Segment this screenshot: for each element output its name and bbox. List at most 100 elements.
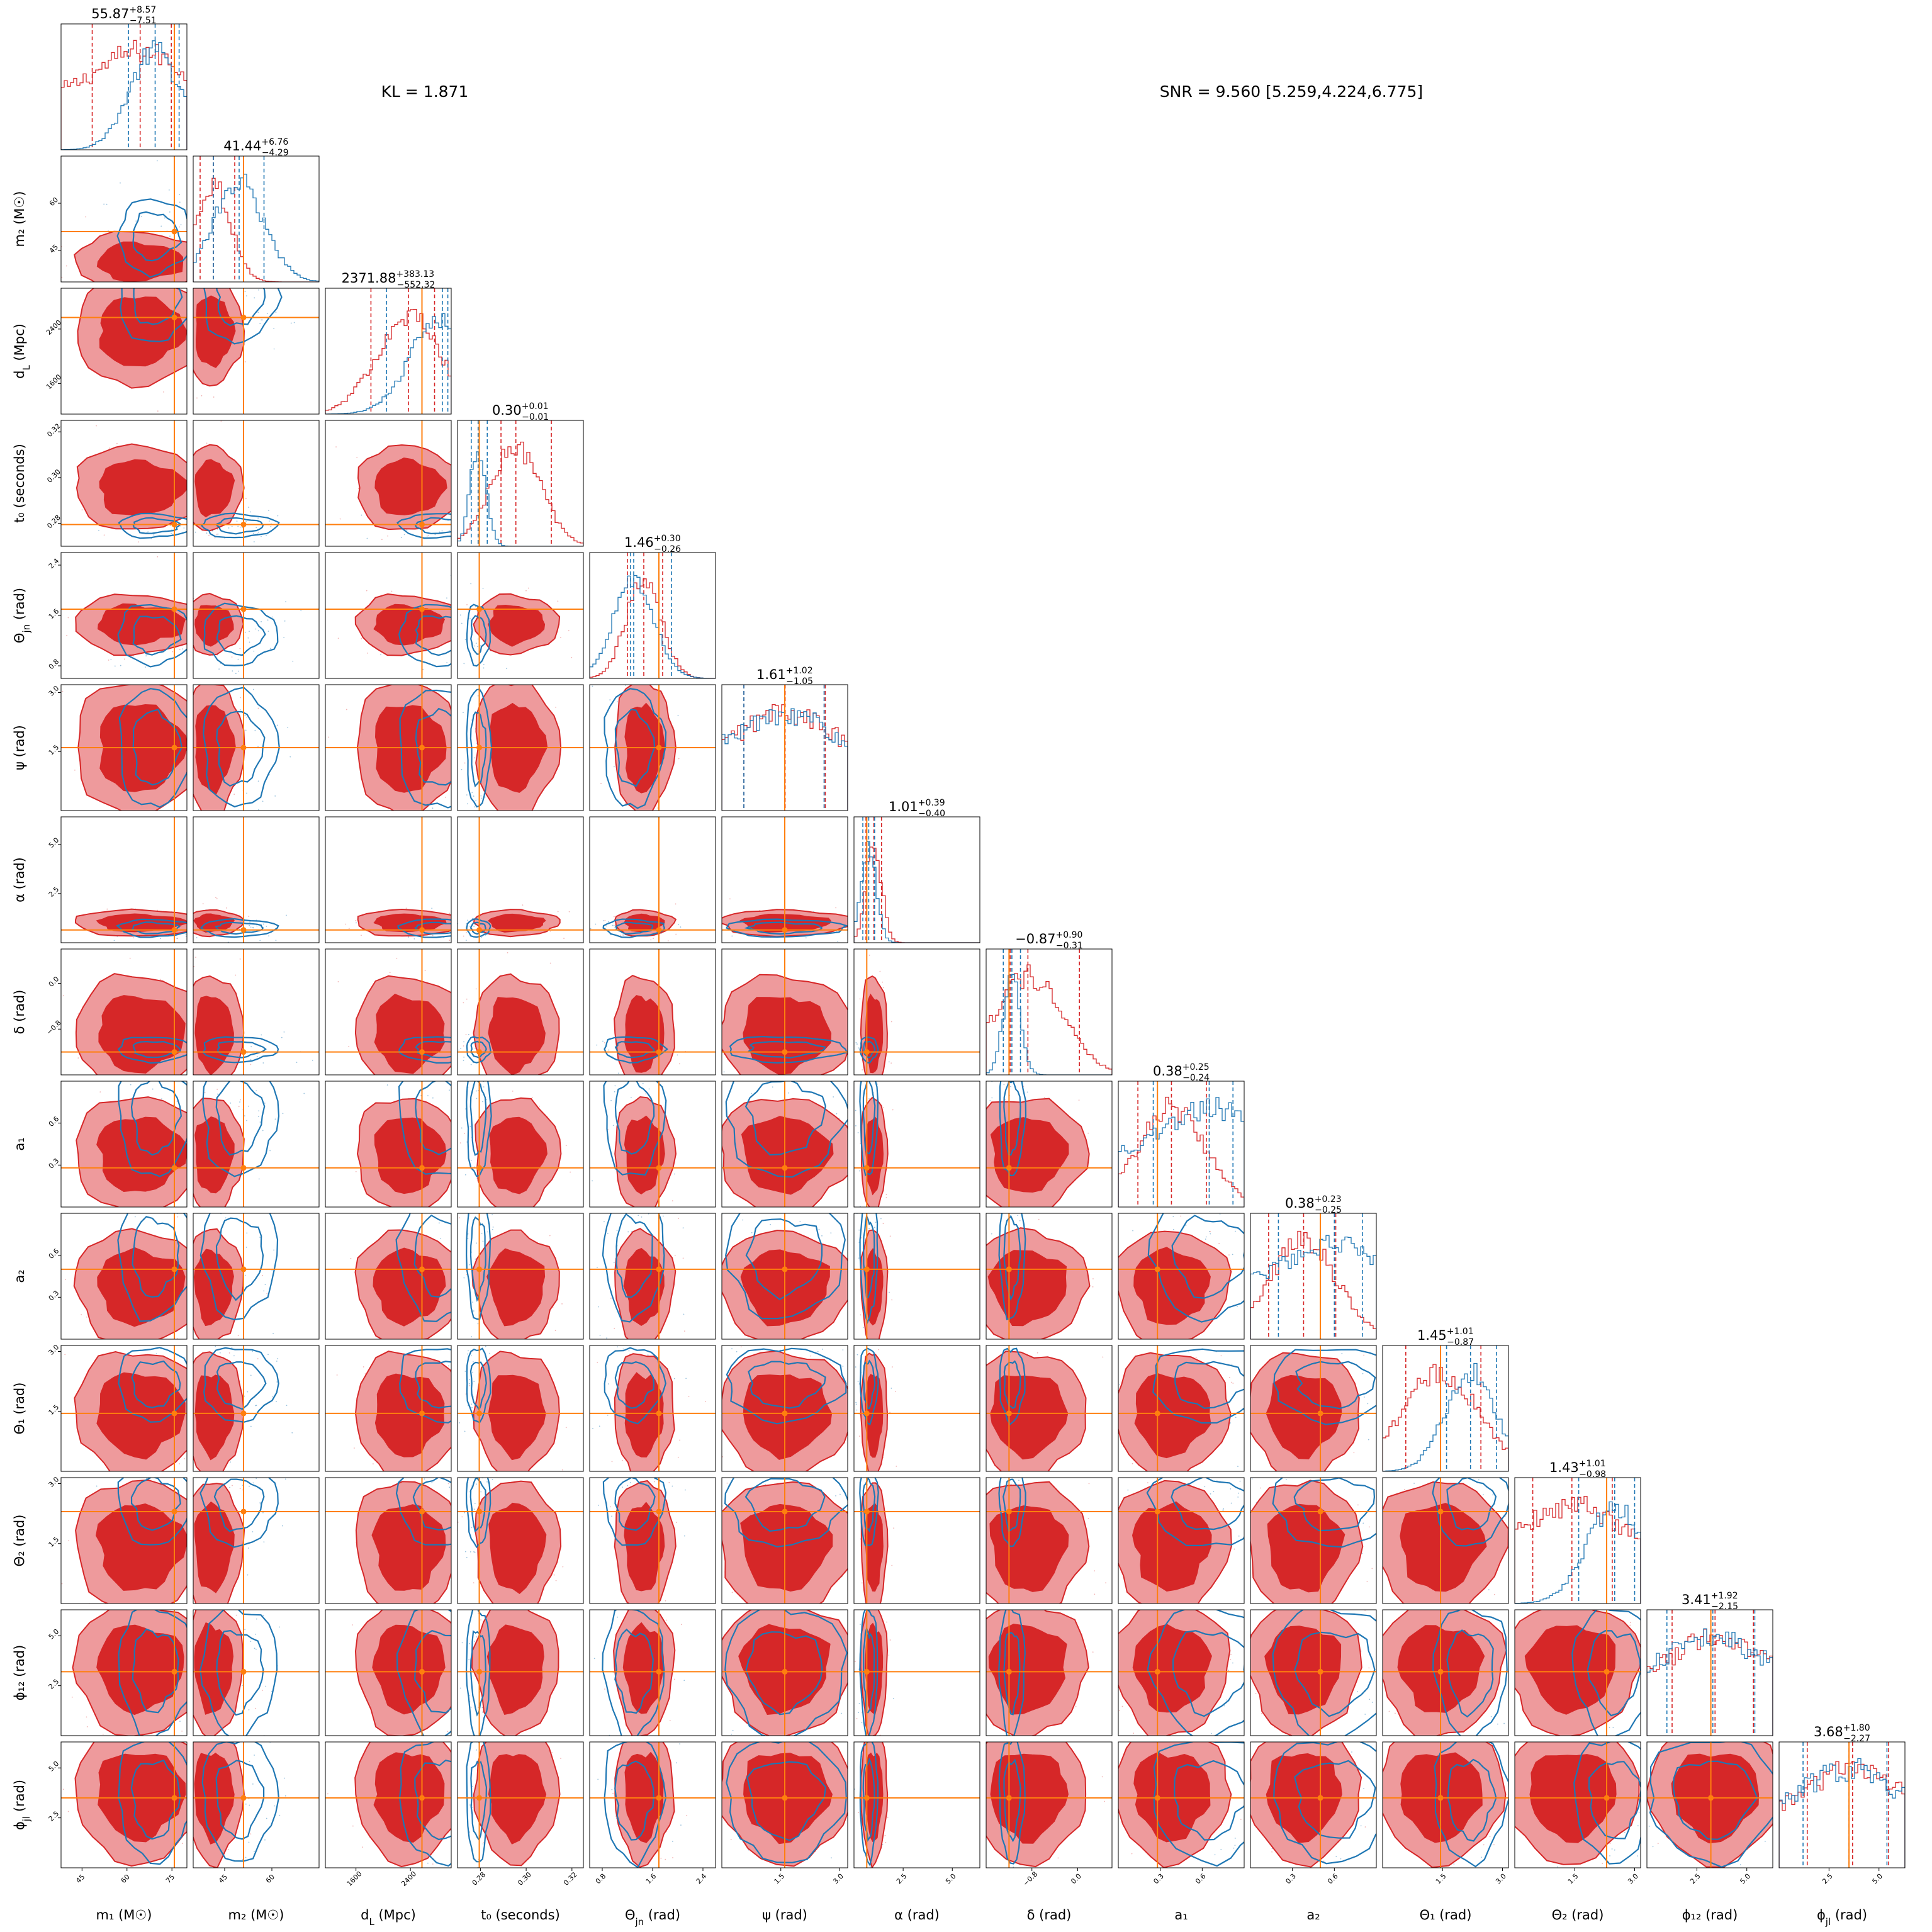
truth-marker xyxy=(419,1410,425,1417)
contour-panel-psi-alpha xyxy=(721,816,848,943)
x-axis-label-theta1: Θ₁ (rad) xyxy=(1420,1907,1472,1923)
summary-title-phi12: 3.41+1.92 −2.15 xyxy=(1682,1591,1738,1612)
panel-frame xyxy=(1646,1741,1773,1868)
panel-frame xyxy=(986,1081,1113,1208)
contour-panel-delta-a2 xyxy=(986,1213,1113,1340)
blue-contour-outer xyxy=(859,1610,879,1736)
x-tick-label-theta_jn: 1.6 xyxy=(644,1872,658,1886)
panel-frame xyxy=(589,1081,716,1208)
truth-marker xyxy=(476,744,483,751)
y-tick-label-delta: 0.0 xyxy=(47,975,61,989)
panel-frame xyxy=(457,816,584,943)
contour-panel-dL-delta xyxy=(325,948,452,1076)
contour-panel-delta-a1 xyxy=(986,1081,1113,1208)
contour-panel-alpha-theta1 xyxy=(853,1345,980,1472)
histogram-red-dL xyxy=(325,309,451,414)
panel-frame xyxy=(193,288,320,415)
panel-frame xyxy=(1250,1609,1377,1736)
y-tick-label-m2: 45 xyxy=(48,243,60,255)
red-contour-inner xyxy=(1133,1751,1211,1843)
contour-panel-psi-a2 xyxy=(721,1213,848,1340)
histogram-panel-m2: 41.44+6.76 −4.29 xyxy=(193,137,320,283)
panel-frame xyxy=(60,1345,188,1472)
panel-frame xyxy=(325,684,452,811)
blue-contour-outer xyxy=(466,918,491,938)
panel-frame xyxy=(721,684,848,811)
blue-contour-inner xyxy=(469,1361,487,1412)
blue-contour-inner xyxy=(132,211,183,262)
contour-panel-psi-delta xyxy=(721,948,848,1076)
contour-panel-theta_jn-theta1 xyxy=(589,1345,716,1472)
histogram-panel-m1: 55.87+8.57 −7.51 xyxy=(60,5,188,150)
panel-frame xyxy=(60,1213,188,1340)
blue-contour-inner xyxy=(863,1626,875,1714)
blue-contour-outer xyxy=(466,1036,491,1064)
blue-contour-outer xyxy=(726,918,848,938)
blue-contour-inner xyxy=(213,1478,265,1532)
panel-frame xyxy=(60,1477,188,1604)
blue-contour-outer xyxy=(395,1478,451,1546)
blue-contour-inner xyxy=(132,615,182,656)
kl-divergence-label: KL = 1.871 xyxy=(381,82,469,101)
y-tick-label-theta1: 3.0 xyxy=(47,1343,61,1357)
histogram-panel-dL: 2371.88+383.13 −552.32 xyxy=(325,269,452,415)
blue-contour-inner xyxy=(132,1040,181,1059)
panel-frame xyxy=(193,816,320,943)
y-tick-label-t0: 0.28 xyxy=(45,514,62,531)
contour-panel-theta_jn-phi12 xyxy=(589,1609,716,1736)
contour-panel-m2-theta_jn xyxy=(193,552,320,679)
panel-frame xyxy=(721,1345,848,1472)
blue-contour-inner xyxy=(470,615,487,655)
blue-contour-inner xyxy=(1003,1478,1021,1532)
truth-marker xyxy=(476,1266,483,1272)
y-tick-label-a1: 0.6 xyxy=(47,1115,61,1128)
contour-panel-psi-theta1 xyxy=(721,1345,848,1472)
truth-marker xyxy=(419,927,425,933)
panel-frame xyxy=(325,1213,452,1340)
blue-contour-inner xyxy=(470,1040,487,1059)
contour-panel-m1-psi: 1.5 3.0 xyxy=(47,684,188,811)
panel-frame xyxy=(457,1213,584,1340)
panel-frame xyxy=(1646,1609,1773,1736)
y-tick-label-a2: 0.3 xyxy=(47,1289,61,1303)
blue-contour-inner xyxy=(862,1478,876,1533)
contour-panel-alpha-a2 xyxy=(853,1213,980,1340)
truth-marker xyxy=(171,1668,177,1675)
contour-panel-theta_jn-a2 xyxy=(589,1213,716,1340)
y-tick-label-m2: 60 xyxy=(48,196,60,208)
panel-frame xyxy=(1514,1741,1641,1868)
contour-panel-m1-theta_jn: 0.8 1.6 2.4 xyxy=(47,552,188,679)
y-tick-label-alpha: 5.0 xyxy=(47,836,61,850)
truth-marker xyxy=(171,1266,177,1272)
y-axis-label-phijl: ϕjl (rad) xyxy=(12,1780,32,1830)
blue-contour-outer xyxy=(1432,1478,1508,1547)
blue-contour-inner xyxy=(469,1630,486,1717)
blue-contour-inner xyxy=(745,1631,823,1716)
histogram-panel-theta2: 1.43+1.01 −0.98 xyxy=(1514,1459,1641,1604)
y-tick-label-t0: 0.30 xyxy=(45,468,62,485)
truth-marker xyxy=(782,1049,788,1055)
histogram-blue-theta2 xyxy=(1515,1501,1641,1603)
contour-panel-a2-phi12 xyxy=(1250,1609,1377,1736)
summary-title-t0: 0.30+0.01 −0.01 xyxy=(492,402,549,422)
blue-contour-outer xyxy=(117,1036,187,1064)
panel-frame xyxy=(60,1609,188,1736)
truth-marker xyxy=(1317,1668,1323,1675)
histogram-blue-a2 xyxy=(1250,1235,1376,1339)
truth-marker xyxy=(171,1049,177,1055)
snr-label: SNR = 9.560 [5.259,4.224,6.775] xyxy=(1160,82,1423,101)
x-tick-label-theta_jn: 0.8 xyxy=(594,1872,608,1886)
truth-marker xyxy=(419,521,425,527)
blue-contour-outer xyxy=(725,1081,848,1178)
blue-contour-inner xyxy=(469,1478,486,1533)
truth-marker xyxy=(419,1795,425,1801)
panel-frame xyxy=(1118,1345,1245,1472)
blue-contour-inner xyxy=(863,1040,876,1059)
blue-contour-inner xyxy=(615,921,654,935)
x-tick-label-t0: 0.30 xyxy=(516,1870,533,1887)
contour-panel-t0-a2 xyxy=(457,1213,584,1340)
blue-contour-outer xyxy=(1432,1610,1508,1736)
blue-contour-outer xyxy=(999,1347,1026,1425)
truth-marker xyxy=(476,606,483,612)
panel-frame xyxy=(193,1477,320,1604)
